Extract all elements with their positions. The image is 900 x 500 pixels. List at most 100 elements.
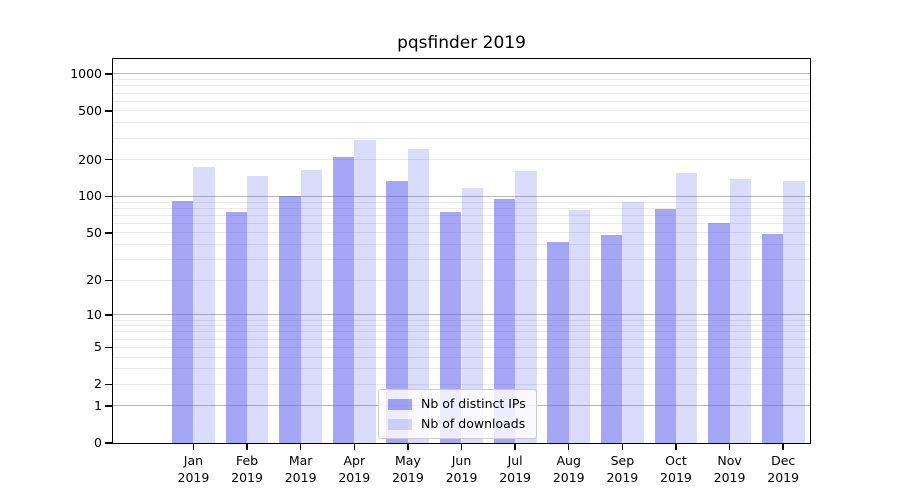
bar-oct-distinct-ips [654, 208, 676, 443]
y-axis-tick-label: 20 [86, 272, 102, 288]
y-tick-mark [105, 73, 112, 75]
y-axis-tick-label: 5 [94, 339, 102, 355]
gridline-minor [113, 259, 810, 261]
y-axis-tick-label: 10 [86, 306, 102, 322]
bar-jul-downloads [515, 170, 537, 443]
x-axis-label-month: Aug [556, 453, 581, 468]
x-axis-label-month: Nov [717, 453, 742, 468]
x-axis-label: Nov 2019 [698, 453, 762, 486]
y-tick-mark [105, 279, 112, 282]
bar-jan-distinct-ips [171, 201, 194, 443]
x-axis-label: Oct 2019 [644, 453, 708, 486]
x-axis-label-year: 2019 [606, 469, 639, 485]
gridline-minor [113, 122, 810, 124]
bar-jun-downloads [461, 188, 483, 443]
bar-mar-distinct-ips [279, 196, 301, 443]
gridline-minor [113, 201, 810, 203]
bar-may-distinct-ips [386, 180, 408, 443]
x-tick-mark [299, 443, 302, 450]
x-axis-label-year: 2019 [660, 469, 692, 485]
gridline-minor [113, 383, 810, 385]
x-axis-label-year: 2019 [499, 469, 532, 485]
bar-nov-distinct-ips [708, 223, 730, 443]
y-axis-tick-label: 200 [78, 151, 102, 167]
bar-sep-distinct-ips [600, 235, 623, 443]
y-axis-tick-label: 500 [78, 102, 102, 118]
y-axis-tick-label: 2 [94, 376, 102, 392]
gridline-minor [113, 244, 810, 246]
y-tick-mark [105, 159, 112, 161]
y-tick-mark [105, 405, 112, 407]
gridline-minor [113, 325, 810, 327]
y-tick-mark [105, 110, 112, 112]
x-tick-mark [192, 443, 195, 450]
x-axis-label-year: 2019 [767, 469, 800, 485]
x-axis-label: Jul 2019 [483, 453, 547, 486]
x-axis-label-year: 2019 [445, 469, 478, 485]
x-tick-mark [407, 443, 409, 450]
bar-feb-downloads [247, 176, 269, 443]
x-axis-label-month: Feb [235, 453, 259, 468]
gridline-minor [113, 159, 810, 161]
gridline-minor [113, 222, 810, 224]
x-axis-label: Aug 2019 [537, 453, 601, 486]
x-axis-label-month: Sep [610, 453, 635, 468]
y-tick-mark [105, 346, 112, 348]
x-tick-mark [782, 443, 784, 450]
bar-jul-distinct-ips [493, 198, 516, 443]
legend-item-downloads: Nb of downloads [388, 417, 526, 431]
x-axis-label-year: 2019 [552, 469, 585, 485]
legend: Nb of distinct IPs Nb of downloads [378, 389, 537, 439]
x-axis-label-year: 2019 [177, 469, 210, 485]
x-tick-mark [514, 443, 516, 450]
plot-area: 0 1 2 5 10 20 50 100 200 500 1000 Jan 2019 Feb 2019 Mar… [70, 58, 811, 485]
x-axis-label-month: Oct [665, 453, 687, 468]
x-tick-mark [460, 443, 463, 450]
x-tick-mark [246, 443, 248, 450]
gridline-minor [113, 232, 810, 234]
x-axis-label-month: Jul [507, 453, 523, 468]
bar-apr-downloads [354, 139, 376, 443]
y-tick-mark [105, 383, 112, 385]
gridline-minor [113, 338, 810, 340]
gridline-major [113, 314, 810, 316]
x-axis-label: Dec 2019 [751, 453, 815, 486]
x-axis-label-month: Dec [771, 453, 796, 468]
gridline-minor [113, 331, 810, 333]
x-axis-label: Mar 2019 [269, 453, 333, 486]
x-tick-mark [568, 443, 570, 450]
gridline-minor [113, 368, 810, 370]
gridline-minor [113, 214, 810, 216]
legend-label-distinct-ips: Nb of distinct IPs [421, 396, 526, 411]
legend-item-distinct-ips: Nb of distinct IPs [388, 397, 526, 411]
x-tick-mark [621, 443, 624, 450]
bar-oct-downloads [675, 172, 698, 443]
x-axis-label: Apr 2019 [322, 453, 386, 486]
x-axis-label-month: Jun [451, 453, 472, 468]
legend-swatch-distinct-ips [388, 398, 412, 410]
bar-aug-distinct-ips [547, 242, 569, 443]
x-axis-label-year: 2019 [231, 469, 263, 485]
x-axis-label-month: Mar [288, 453, 313, 468]
bar-jun-distinct-ips [440, 211, 462, 443]
bar-aug-downloads [568, 210, 591, 443]
x-axis-label-month: Apr [343, 453, 366, 468]
x-axis-label: Jan 2019 [161, 453, 225, 486]
x-axis-label-month: May [394, 453, 421, 468]
x-axis-label: Feb 2019 [215, 453, 279, 486]
y-tick-mark [105, 195, 112, 198]
x-tick-mark [675, 443, 677, 450]
gridline-minor [113, 85, 810, 87]
x-axis-label: May 2019 [376, 453, 440, 486]
gridline-minor [113, 346, 810, 348]
bar-mar-downloads [300, 169, 323, 443]
gridline-minor [113, 319, 810, 321]
x-axis-label: Jun 2019 [430, 453, 494, 486]
y-tick-mark [105, 232, 112, 234]
bar-apr-distinct-ips [332, 156, 355, 443]
x-axis-label-year: 2019 [338, 469, 371, 485]
gridline-major [113, 73, 810, 75]
y-axis-tick-label: 50 [86, 224, 102, 240]
y-axis-tick-label: 1000 [70, 65, 102, 81]
legend-label-downloads: Nb of downloads [421, 416, 526, 431]
